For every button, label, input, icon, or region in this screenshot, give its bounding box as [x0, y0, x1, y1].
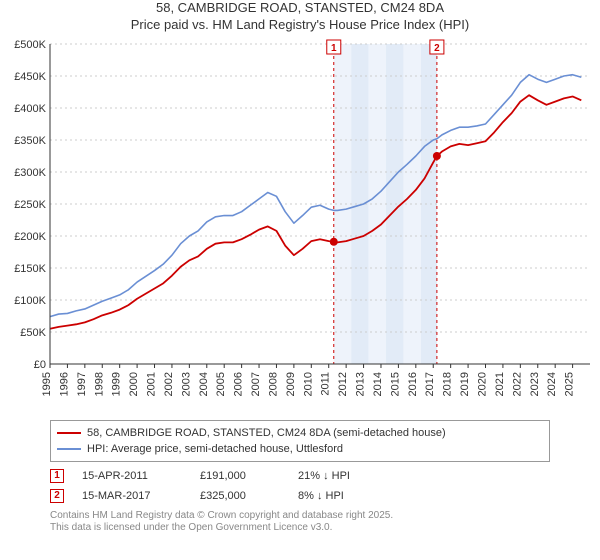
- svg-text:2007: 2007: [250, 372, 262, 396]
- legend-item-subject: 58, CAMBRIDGE ROAD, STANSTED, CM24 8DA (…: [57, 425, 543, 441]
- svg-text:2008: 2008: [267, 372, 279, 396]
- svg-text:£150K: £150K: [14, 263, 46, 275]
- svg-text:£250K: £250K: [14, 199, 46, 211]
- svg-text:2024: 2024: [546, 372, 558, 396]
- chart-area: £0 £50K £100K £150K £200K £250K £300K £350K £400…: [0, 34, 600, 414]
- svg-text:£100K: £100K: [14, 295, 46, 307]
- svg-text:2021: 2021: [494, 372, 506, 396]
- footnote: Contains HM Land Registry data © Crown c…: [50, 510, 550, 535]
- svg-text:£0: £0: [34, 359, 46, 371]
- svg-text:2011: 2011: [320, 372, 332, 396]
- sale-date-2: 15-MAR-2017: [82, 490, 182, 502]
- sale-diff-1: 21% ↓ HPI: [298, 470, 418, 482]
- sale-price-2: £325,000: [200, 490, 280, 502]
- svg-text:£350K: £350K: [14, 135, 46, 147]
- svg-text:£500K: £500K: [14, 39, 46, 51]
- legend-swatch-subject: [57, 432, 81, 434]
- svg-text:2015: 2015: [389, 372, 401, 396]
- svg-text:2013: 2013: [355, 372, 367, 396]
- sale-marker-1: 1: [50, 469, 64, 483]
- title-line-2: Price paid vs. HM Land Registry's House …: [0, 17, 600, 34]
- sale-marker-2: 2: [50, 489, 64, 503]
- svg-text:2012: 2012: [337, 372, 349, 396]
- title-line-1: 58, CAMBRIDGE ROAD, STANSTED, CM24 8DA: [0, 0, 600, 17]
- svg-text:1999: 1999: [111, 372, 123, 396]
- legend-item-hpi: HPI: Average price, semi-detached house,…: [57, 441, 543, 457]
- svg-text:2018: 2018: [442, 372, 454, 396]
- svg-text:1995: 1995: [41, 372, 53, 396]
- svg-text:2014: 2014: [372, 372, 384, 396]
- svg-text:2017: 2017: [424, 372, 436, 396]
- sale-date-1: 15-APR-2011: [82, 470, 182, 482]
- legend-label-hpi: HPI: Average price, semi-detached house,…: [87, 443, 343, 455]
- legend-label-subject: 58, CAMBRIDGE ROAD, STANSTED, CM24 8DA (…: [87, 427, 446, 439]
- svg-text:2004: 2004: [198, 372, 210, 396]
- sale-row-1: 1 15-APR-2011 £191,000 21% ↓ HPI: [50, 466, 550, 486]
- svg-text:1998: 1998: [93, 372, 105, 396]
- svg-text:£200K: £200K: [14, 231, 46, 243]
- svg-text:£400K: £400K: [14, 103, 46, 115]
- legend-swatch-hpi: [57, 448, 81, 450]
- sale-diff-2: 8% ↓ HPI: [298, 490, 418, 502]
- svg-text:2019: 2019: [459, 372, 471, 396]
- svg-text:2000: 2000: [128, 372, 140, 396]
- footnote-line-1: Contains HM Land Registry data © Crown c…: [50, 510, 550, 523]
- svg-text:2005: 2005: [215, 372, 227, 396]
- svg-text:1997: 1997: [76, 372, 88, 396]
- sale-row-2: 2 15-MAR-2017 £325,000 8% ↓ HPI: [50, 486, 550, 506]
- svg-text:2016: 2016: [407, 372, 419, 396]
- svg-text:2009: 2009: [285, 372, 297, 396]
- sale-price-1: £191,000: [200, 470, 280, 482]
- svg-text:£50K: £50K: [20, 327, 46, 339]
- svg-text:2020: 2020: [476, 372, 488, 396]
- footnote-line-2: This data is licensed under the Open Gov…: [50, 522, 550, 535]
- svg-text:2006: 2006: [233, 372, 245, 396]
- svg-text:2002: 2002: [163, 372, 175, 396]
- svg-text:£450K: £450K: [14, 71, 46, 83]
- svg-text:£300K: £300K: [14, 167, 46, 179]
- svg-text:1: 1: [331, 43, 337, 54]
- svg-text:2: 2: [434, 43, 440, 54]
- sales-table: 1 15-APR-2011 £191,000 21% ↓ HPI 2 15-MA…: [50, 466, 550, 506]
- svg-text:2010: 2010: [302, 372, 314, 396]
- svg-text:2023: 2023: [529, 372, 541, 396]
- svg-text:2003: 2003: [180, 372, 192, 396]
- legend: 58, CAMBRIDGE ROAD, STANSTED, CM24 8DA (…: [50, 420, 550, 462]
- svg-text:2001: 2001: [146, 372, 158, 396]
- svg-text:2022: 2022: [511, 372, 523, 396]
- svg-text:1996: 1996: [58, 372, 70, 396]
- svg-text:2025: 2025: [564, 372, 576, 396]
- price-chart: £0 £50K £100K £150K £200K £250K £300K £350K £400…: [0, 34, 600, 414]
